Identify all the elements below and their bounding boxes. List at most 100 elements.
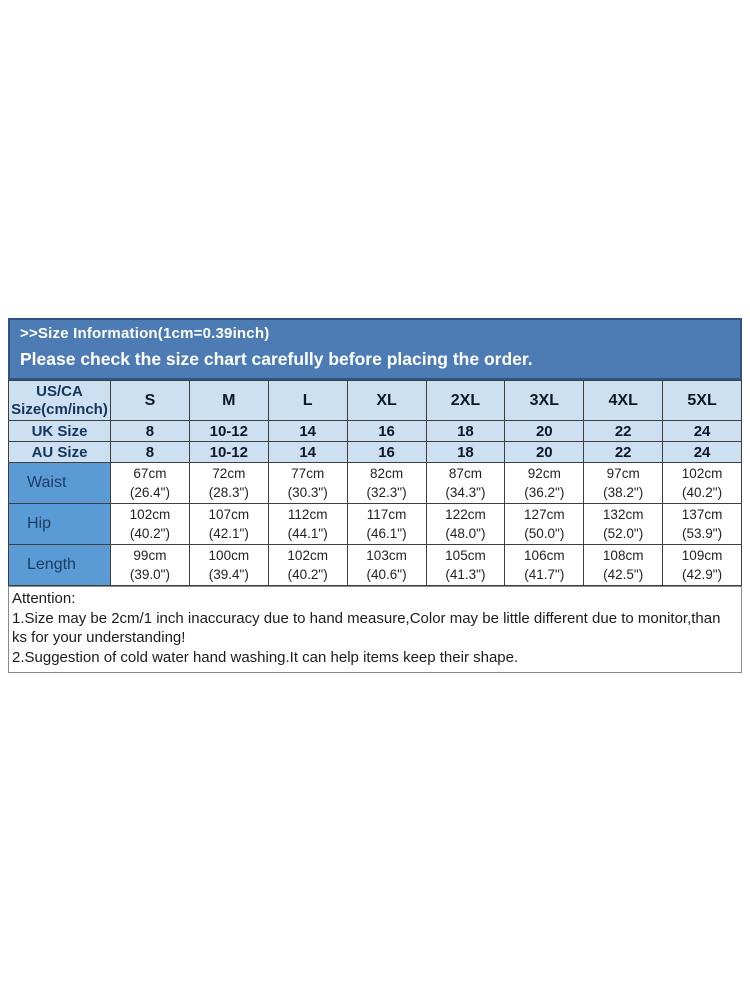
measure-cm: 102cm [129, 507, 171, 522]
measure-inch: (53.9") [682, 526, 723, 541]
measure-value-cell: 105cm (41.3") [425, 544, 506, 586]
row-label: Length [8, 544, 111, 586]
measure-cm: 67cm [133, 466, 167, 481]
measure-cm: 77cm [291, 466, 325, 481]
size-value-cell: 8 [110, 420, 190, 442]
measure-inch: (40.2") [682, 485, 723, 500]
measure-value-cell: 132cm (52.0") [583, 503, 664, 545]
attention-note: Attention: 1.Size may be 2cm/1 inch inacc… [8, 586, 742, 673]
measure-value-cell: 72cm (28.3") [188, 462, 269, 504]
size-column-header: 3XL [504, 380, 585, 421]
measure-value-cell: 106cm (41.7") [504, 544, 585, 586]
table-header-row: US/CA Size(cm/inch) S M L XL 2XL 3XL 4XL 5XL [8, 380, 742, 421]
measure-value-cell: 137cm (53.9") [662, 503, 742, 545]
measure-value-cell: 67cm (26.4") [110, 462, 190, 504]
size-value-cell: 10-12 [188, 441, 269, 463]
corner-header-cell: US/CA Size(cm/inch) [8, 380, 111, 421]
row-label: UK Size [8, 420, 111, 442]
measure-cm: 102cm [681, 466, 723, 481]
measure-cm: 105cm [445, 548, 486, 563]
measure-inch: (52.0") [603, 526, 644, 541]
measure-value-cell: 108cm (42.5") [583, 544, 664, 586]
measure-row-waist: Waist 67cm (26.4") 72cm (28.3") 77cm (30.3") 82… [8, 462, 742, 504]
measure-cm: 99cm [133, 548, 167, 563]
measure-value-cell: 109cm (42.9") [662, 544, 742, 586]
measure-inch: (42.5") [603, 567, 644, 582]
corner-line2: Size(cm/inch) [11, 400, 108, 418]
size-value-cell: 16 [346, 420, 427, 442]
measure-inch: (40.2") [287, 567, 328, 582]
measure-inch: (48.0") [445, 526, 486, 541]
measure-value-cell: 122cm (48.0") [425, 503, 506, 545]
measure-inch: (39.4") [208, 567, 249, 582]
size-value-cell: 20 [504, 420, 585, 442]
measure-cm: 102cm [287, 548, 328, 563]
size-column-header: S [110, 380, 190, 421]
attention-line: Attention: [12, 590, 76, 607]
measure-value-cell: 97cm (38.2") [583, 462, 664, 504]
measure-inch: (42.9") [682, 567, 723, 582]
measure-value-cell: 103cm (40.6") [346, 544, 427, 586]
measure-value-cell: 92cm (36.2") [504, 462, 585, 504]
measure-inch: (40.6") [366, 567, 407, 582]
measure-value-cell: 102cm (40.2") [267, 544, 348, 586]
measure-inch: (41.7") [524, 567, 565, 582]
measure-inch: (32.3") [366, 485, 407, 500]
measure-cm: 106cm [524, 548, 565, 563]
measure-row-length: Length 99cm (39.0") 100cm (39.4") 102cm (40.2"… [8, 544, 742, 586]
measure-value-cell: 117cm (46.1") [346, 503, 427, 545]
measure-value-cell: 107cm (42.1") [188, 503, 269, 545]
size-column-header: XL [346, 380, 427, 421]
measure-inch: (38.2") [603, 485, 644, 500]
size-value-cell: 24 [662, 420, 742, 442]
measure-cm: 109cm [681, 548, 723, 563]
measure-inch: (46.1") [366, 526, 407, 541]
attention-line: ks for your understanding! [12, 629, 186, 646]
measure-cm: 137cm [681, 507, 723, 522]
measure-value-cell: 87cm (34.3") [425, 462, 506, 504]
row-label: Waist [8, 462, 111, 504]
measure-value-cell: 102cm (40.2") [110, 503, 190, 545]
size-value-cell: 18 [425, 441, 506, 463]
measure-cm: 87cm [448, 466, 482, 481]
size-value-cell: 18 [425, 420, 506, 442]
measure-cm: 97cm [606, 466, 640, 481]
size-column-header: L [267, 380, 348, 421]
measure-inch: (36.2") [524, 485, 565, 500]
measure-cm: 127cm [524, 507, 565, 522]
size-column-header: 4XL [583, 380, 664, 421]
size-info-panel: >>Size Information(1cm=0.39inch) Please … [8, 318, 742, 673]
measure-value-cell: 99cm (39.0") [110, 544, 190, 586]
attention-line: 2.Suggestion of cold water hand washing.… [12, 648, 519, 666]
measure-inch: (28.3") [208, 485, 249, 500]
size-value-cell: 16 [346, 441, 427, 463]
size-column-header: 2XL [425, 380, 506, 421]
measure-inch: (41.3") [445, 567, 486, 582]
size-value-cell: 14 [267, 441, 348, 463]
size-row-uk-size: UK Size 8 10-12 14 16 18 20 22 24 [8, 420, 742, 442]
measure-inch: (42.1") [208, 526, 249, 541]
size-value-cell: 22 [583, 441, 664, 463]
measure-value-cell: 100cm (39.4") [188, 544, 269, 586]
measure-inch: (39.0") [129, 567, 170, 582]
measure-inch: (44.1") [287, 526, 328, 541]
banner-subtitle: Please check the size chart carefully be… [20, 349, 533, 369]
attention-line: 1.Size may be 2cm/1 inch inaccuracy due … [12, 609, 721, 627]
measure-cm: 122cm [445, 507, 486, 522]
measure-cm: 112cm [287, 507, 328, 522]
measure-cm: 107cm [208, 507, 250, 522]
row-label: AU Size [8, 441, 111, 463]
size-column-header: M [188, 380, 269, 421]
measure-inch: (30.3") [287, 485, 328, 500]
measure-inch: (34.3") [445, 485, 486, 500]
size-value-cell: 10-12 [188, 420, 269, 442]
size-row-au-size: AU Size 8 10-12 14 16 18 20 22 24 [8, 441, 742, 463]
size-value-cell: 24 [662, 441, 742, 463]
measure-value-cell: 77cm (30.3") [267, 462, 348, 504]
measure-cm: 132cm [602, 507, 644, 522]
measure-cm: 72cm [212, 466, 246, 481]
measure-cm: 117cm [366, 507, 407, 522]
measure-value-cell: 82cm (32.3") [346, 462, 427, 504]
measure-cm: 82cm [370, 466, 404, 481]
measure-inch: (50.0") [524, 526, 565, 541]
